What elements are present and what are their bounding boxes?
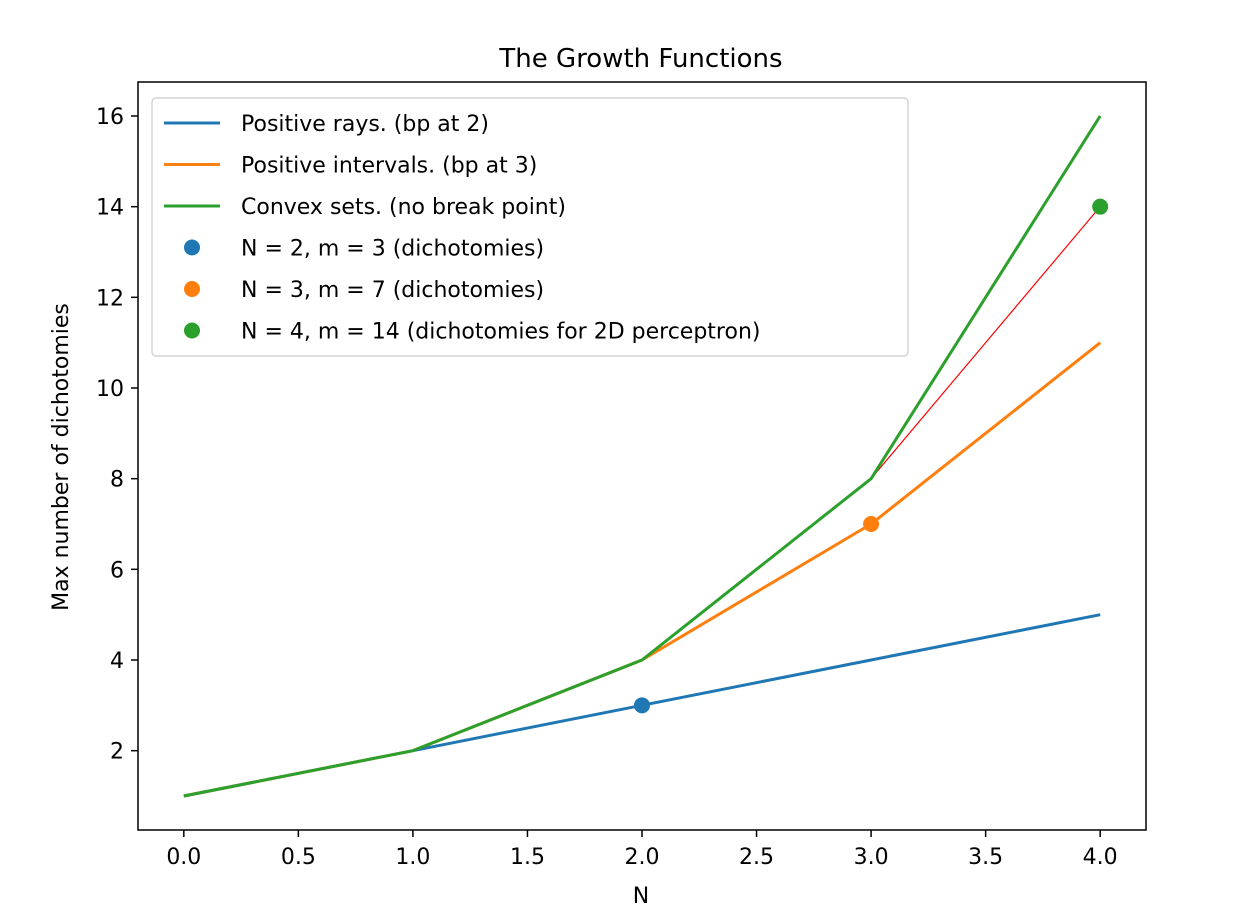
legend-box	[151, 97, 909, 357]
legend-marker-swatch	[184, 322, 200, 339]
y-tick-label: 14	[96, 196, 124, 221]
plot-area: 0.0 0.5 1.0 1.5 2.0 2.5 3.0 3.5 4.0 2 4 6 8 10 12 14 16	[96, 105, 1118, 870]
x-tick-label: 3.0	[854, 845, 889, 870]
data-point-3	[1092, 198, 1109, 215]
x-tick-label: 3.5	[968, 845, 1003, 870]
x-tick-label: 4.0	[1083, 845, 1118, 870]
legend-entry-label: N = 4, m = 14 (dichotomies for 2D percep…	[241, 320, 760, 345]
x-tick-label: 2.0	[625, 845, 660, 870]
x-tick-label: 1.0	[395, 845, 430, 870]
legend-entry-label: Positive intervals. (bp at 3)	[241, 154, 537, 179]
x-tick-label: 2.5	[739, 845, 774, 870]
connector-line	[870, 206, 1101, 480]
legend: Positive rays. (bp at 2) Positive interva…	[151, 97, 909, 357]
legend-entry-label: N = 3, m = 7 (dichotomies)	[241, 278, 544, 303]
series-line-3	[183, 115, 1102, 798]
y-tick-label: 6	[110, 558, 124, 583]
y-tick-label: 16	[96, 105, 124, 130]
series-line-2	[183, 341, 1102, 798]
legend-entry-label: N = 2, m = 3 (dichotomies)	[241, 237, 544, 262]
legend-marker-swatch	[184, 281, 200, 297]
legend-entry-label: Convex sets. (no break point)	[241, 195, 566, 220]
y-tick-label: 10	[96, 377, 124, 402]
x-axis-label: N	[633, 884, 649, 906]
legend-entry-label: Positive rays. (bp at 2)	[241, 112, 489, 137]
legend-marker-swatch	[184, 239, 200, 256]
y-tick-label: 8	[110, 468, 124, 493]
y-axis-label: Max number of dichotomies	[49, 303, 74, 611]
x-tick-label: 0.5	[281, 845, 316, 870]
y-tick-label: 12	[96, 286, 124, 311]
chart-title: The Growth Functions	[498, 44, 782, 74]
y-tick-label: 2	[110, 740, 124, 765]
x-tick-label: 1.5	[510, 845, 545, 870]
x-tick-label: 0.0	[166, 845, 201, 870]
plot-frame	[137, 81, 1147, 831]
y-tick-label: 4	[110, 649, 124, 674]
data-point-2	[863, 516, 880, 532]
data-point-1	[634, 697, 650, 714]
